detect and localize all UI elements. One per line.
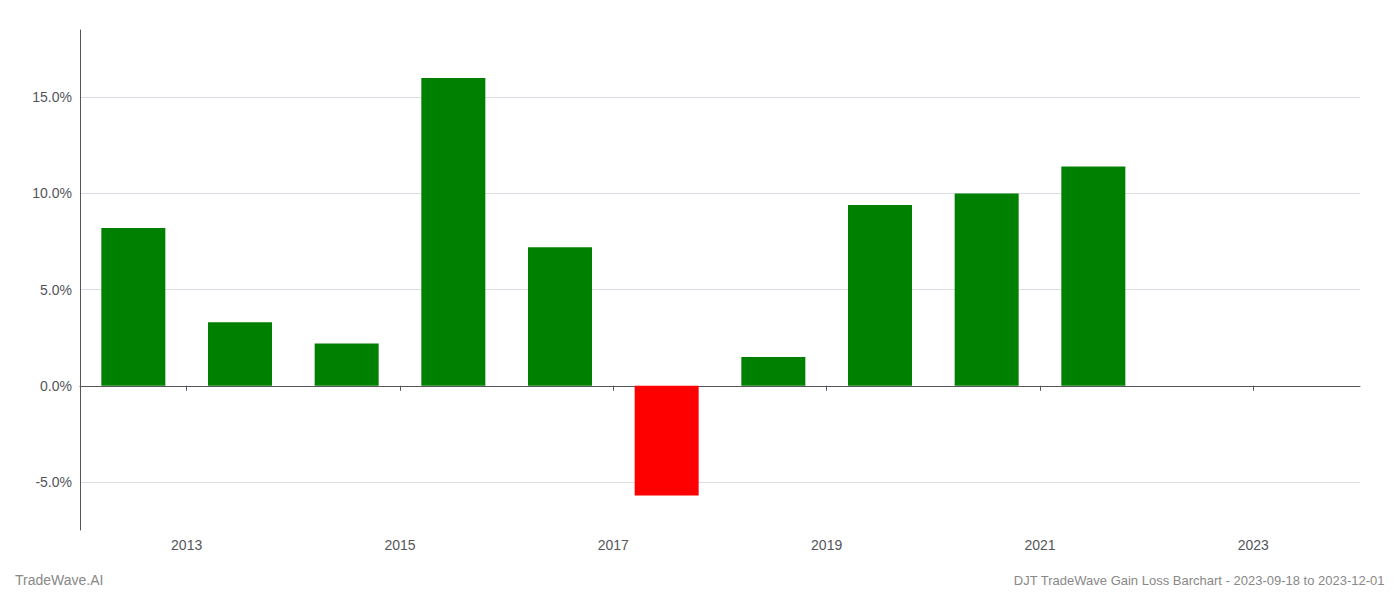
svg-text:2019: 2019 (811, 537, 842, 553)
svg-text:2023: 2023 (1238, 537, 1269, 553)
svg-text:15.0%: 15.0% (32, 89, 72, 105)
svg-text:2013: 2013 (171, 537, 202, 553)
svg-text:5.0%: 5.0% (40, 282, 72, 298)
svg-text:10.0%: 10.0% (32, 185, 72, 201)
svg-text:0.0%: 0.0% (40, 378, 72, 394)
svg-text:-5.0%: -5.0% (35, 474, 72, 490)
svg-text:2017: 2017 (598, 537, 629, 553)
svg-text:TradeWave.AI: TradeWave.AI (15, 572, 103, 588)
svg-text:2015: 2015 (384, 537, 415, 553)
svg-text:DJT TradeWave Gain Loss Barcha: DJT TradeWave Gain Loss Barchart - 2023-… (1014, 573, 1385, 588)
svg-text:2021: 2021 (1024, 537, 1055, 553)
